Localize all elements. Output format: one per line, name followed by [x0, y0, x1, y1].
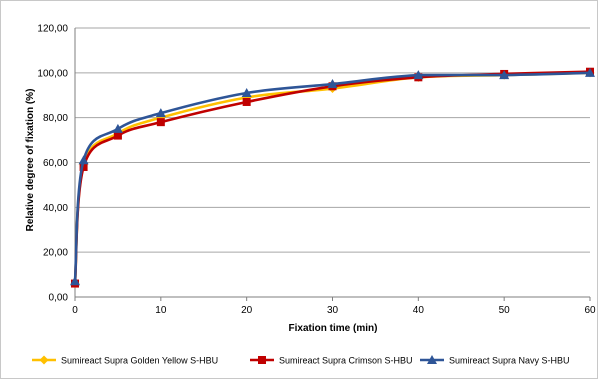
- data-point: [327, 79, 338, 89]
- x-tick-label: 20: [241, 305, 253, 316]
- data-point: [78, 155, 89, 165]
- data-point: [112, 123, 123, 133]
- legend-label: Sumireact Supra Crimson S-HBU: [279, 356, 413, 366]
- data-point: [241, 88, 252, 98]
- y-tick-label: 60,00: [43, 158, 68, 169]
- y-tick-label: 20,00: [43, 248, 68, 259]
- data-point: [113, 131, 122, 140]
- data-point: [585, 67, 595, 77]
- legend-label: Sumireact Supra Golden Yellow S-HBU: [61, 356, 218, 366]
- series-group: [70, 67, 595, 289]
- x-tick-label: 40: [413, 305, 425, 316]
- y-tick-label: 80,00: [43, 113, 68, 124]
- legend-label: Sumireact Supra Navy S-HBU: [449, 356, 570, 366]
- y-axis-title: Relative degree of fixation (%): [25, 89, 36, 232]
- legend-marker: [39, 355, 49, 365]
- data-point: [242, 97, 251, 106]
- legend-marker: [427, 355, 437, 364]
- y-tick-label: 120,00: [37, 24, 68, 35]
- y-tick-label: 0,00: [49, 293, 69, 304]
- x-tick-label: 60: [584, 305, 596, 316]
- data-point: [79, 162, 88, 171]
- data-point: [499, 70, 510, 80]
- data-point: [413, 70, 424, 80]
- legend-item: Sumireact Supra Navy S-HBU: [420, 355, 570, 366]
- legend-marker: [258, 356, 266, 364]
- x-tick-labels: 0 10 20 30 40 50 60: [72, 305, 596, 316]
- x-tick-label: 10: [155, 305, 167, 316]
- y-tick-labels: 0,00 20,00 40,00 60,00 80,00 100,00 120,00: [37, 24, 68, 304]
- y-tick-label: 40,00: [43, 203, 68, 214]
- legend-item: Sumireact Supra Crimson S-HBU: [250, 356, 413, 366]
- y-tick-label: 100,00: [37, 68, 68, 79]
- data-point: [70, 276, 80, 286]
- x-tick-label: 50: [499, 305, 511, 316]
- x-tick-label: 0: [72, 305, 78, 316]
- legend-item: Sumireact Supra Golden Yellow S-HBU: [32, 355, 218, 366]
- data-point: [155, 108, 166, 118]
- series-3: [70, 67, 595, 286]
- data-point: [156, 118, 165, 127]
- x-axis-title: Fixation time (min): [289, 323, 378, 334]
- x-tick-label: 30: [327, 305, 339, 316]
- legend: Sumireact Supra Golden Yellow S-HBU Sumir…: [32, 355, 570, 366]
